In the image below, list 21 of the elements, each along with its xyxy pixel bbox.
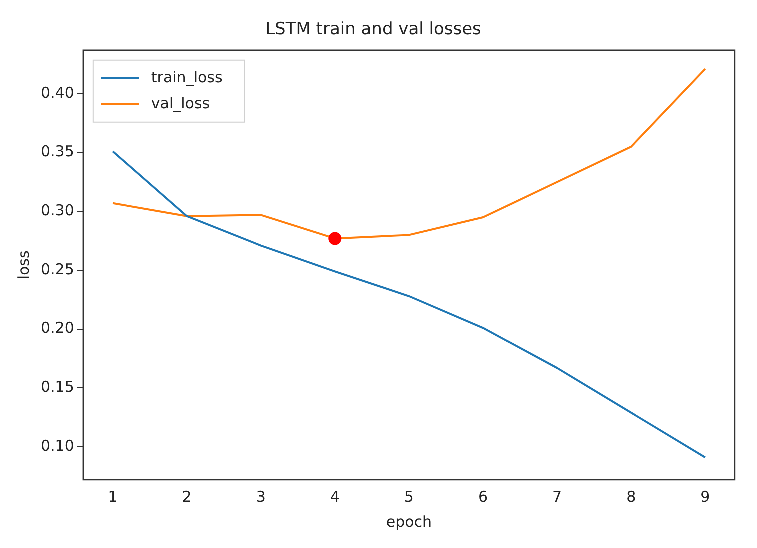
y-tick-label: 0.35 [40, 142, 74, 161]
y-tick-label: 0.30 [40, 202, 74, 220]
y-tick-label: 0.15 [40, 378, 74, 396]
y-tick-label: 0.40 [40, 84, 74, 102]
x-tick-label: 1 [108, 488, 118, 506]
x-tick-label: 7 [552, 488, 562, 506]
y-axis-title: loss [14, 250, 33, 280]
x-tick-label: 9 [700, 488, 710, 506]
y-tick-label: 0.20 [40, 319, 74, 338]
x-axis-title: epoch [386, 512, 432, 531]
y-tick-label: 0.25 [40, 260, 74, 278]
x-tick-label: 2 [182, 488, 192, 506]
y-tick-label: 0.10 [40, 436, 74, 455]
legend-label: train_loss [151, 68, 223, 86]
x-tick-label: 8 [626, 488, 636, 506]
x-tick-label: 5 [404, 488, 414, 506]
x-tick-label: 3 [256, 488, 266, 506]
chart-title: LSTM train and val losses [266, 20, 482, 40]
x-tick-label: 6 [478, 488, 488, 506]
legend-label: val_loss [151, 94, 210, 112]
x-tick-label: 4 [330, 488, 340, 506]
